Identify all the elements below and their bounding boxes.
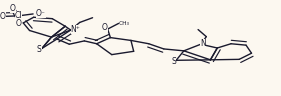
Text: O: O xyxy=(0,12,6,21)
Text: S: S xyxy=(171,57,176,66)
Text: O: O xyxy=(10,4,16,13)
Text: O: O xyxy=(102,23,108,32)
Text: O⁻: O⁻ xyxy=(36,9,46,18)
Text: Cl: Cl xyxy=(15,11,22,20)
Text: CH₃: CH₃ xyxy=(119,21,130,26)
Text: S: S xyxy=(37,45,42,54)
Text: N⁺: N⁺ xyxy=(71,25,81,34)
Text: O: O xyxy=(16,19,22,28)
Text: N: N xyxy=(200,39,206,48)
